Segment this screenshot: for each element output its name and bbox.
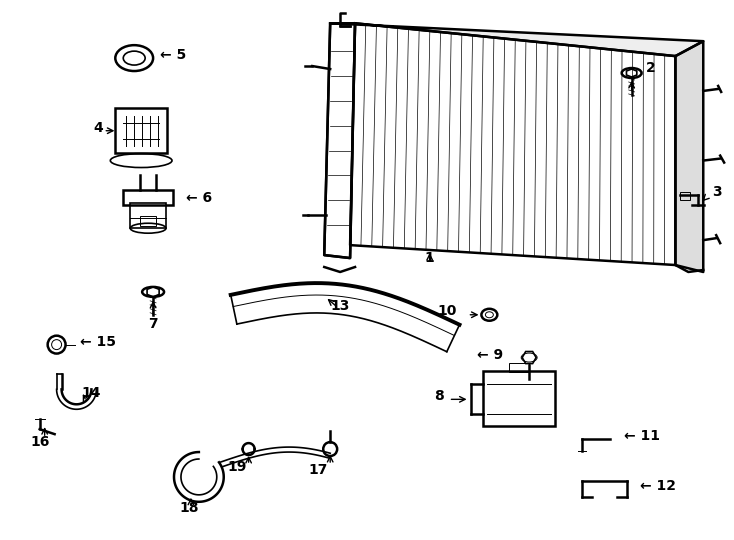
Polygon shape xyxy=(675,41,703,272)
Text: ← 6: ← 6 xyxy=(186,191,212,205)
Text: 10: 10 xyxy=(437,304,457,318)
Text: ← 12: ← 12 xyxy=(639,479,675,493)
Polygon shape xyxy=(330,23,703,56)
Text: ← 9: ← 9 xyxy=(477,348,504,362)
Text: 3: 3 xyxy=(712,185,722,199)
Text: 4: 4 xyxy=(93,121,103,135)
Text: 7: 7 xyxy=(148,316,158,330)
Text: ← 5: ← 5 xyxy=(160,48,186,62)
Text: 17: 17 xyxy=(308,463,328,477)
Text: 1: 1 xyxy=(425,251,435,265)
Text: 18: 18 xyxy=(179,501,199,515)
Text: ← 11: ← 11 xyxy=(624,429,660,443)
Text: 19: 19 xyxy=(227,460,247,474)
Text: 14: 14 xyxy=(81,386,101,400)
Text: 8: 8 xyxy=(434,389,443,403)
Text: ← 15: ← 15 xyxy=(81,335,117,349)
Polygon shape xyxy=(324,23,355,258)
Text: 2: 2 xyxy=(646,61,655,75)
Text: 16: 16 xyxy=(30,435,49,449)
Text: 13: 13 xyxy=(330,299,350,313)
